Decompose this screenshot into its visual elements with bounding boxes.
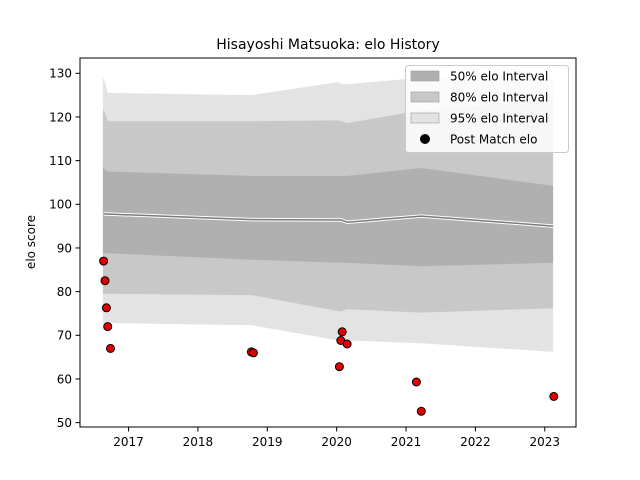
y-axis-label: elo score bbox=[24, 215, 38, 269]
post-match-elo-point bbox=[416, 406, 426, 416]
post-match-elo-point bbox=[106, 343, 115, 353]
post-match-elo-point bbox=[342, 339, 352, 349]
x-tick-label: 2021 bbox=[391, 435, 422, 449]
chart-title: Hisayoshi Matsuoka: elo History bbox=[216, 37, 439, 53]
post-match-elo-point bbox=[411, 377, 421, 387]
post-match-elo-point bbox=[248, 348, 258, 358]
x-tick-label: 2017 bbox=[113, 435, 144, 449]
y-tick-label: 70 bbox=[57, 329, 72, 343]
y-tick-label: 100 bbox=[49, 198, 72, 212]
legend-swatch bbox=[410, 112, 440, 124]
plot-area-frame bbox=[79, 57, 577, 428]
legend-frame bbox=[405, 65, 569, 153]
x-tick-label: 2019 bbox=[252, 435, 283, 449]
mean-elo-line bbox=[103, 213, 554, 227]
post-match-elo-point bbox=[101, 303, 111, 313]
legend-label: Post Match elo bbox=[450, 132, 537, 146]
x-tick-label: 2020 bbox=[321, 435, 352, 449]
post-match-elo-point bbox=[337, 327, 347, 337]
post-match-elo-point bbox=[103, 322, 113, 332]
y-tick-label: 90 bbox=[57, 241, 72, 255]
legend-label: 50% elo Interval bbox=[450, 69, 548, 83]
y-tick-label: 80 bbox=[57, 285, 72, 299]
interval-band-50 bbox=[102, 167, 554, 267]
post-match-elo-point bbox=[100, 276, 110, 286]
legend-swatch bbox=[410, 70, 440, 82]
post-match-elo-point bbox=[334, 362, 344, 372]
post-match-elo-point bbox=[549, 391, 559, 401]
y-tick-label: 110 bbox=[49, 154, 72, 168]
x-tick-label: 2023 bbox=[530, 435, 561, 449]
legend: 50% elo Interval 80% elo Interval 95% elo … bbox=[405, 65, 569, 153]
x-tick-label: 2018 bbox=[183, 435, 214, 449]
y-tick-label: 120 bbox=[49, 110, 72, 124]
y-tick-label: 50 bbox=[57, 416, 72, 430]
legend-label: 80% elo Interval bbox=[450, 90, 548, 104]
legend-marker bbox=[420, 134, 430, 144]
y-tick-label: 130 bbox=[49, 67, 72, 81]
x-tick-label: 2022 bbox=[460, 435, 491, 449]
legend-swatch bbox=[410, 91, 440, 103]
y-tick-label: 60 bbox=[57, 372, 72, 386]
legend-label: 95% elo Interval bbox=[450, 111, 548, 125]
post-match-elo-point bbox=[99, 256, 109, 266]
